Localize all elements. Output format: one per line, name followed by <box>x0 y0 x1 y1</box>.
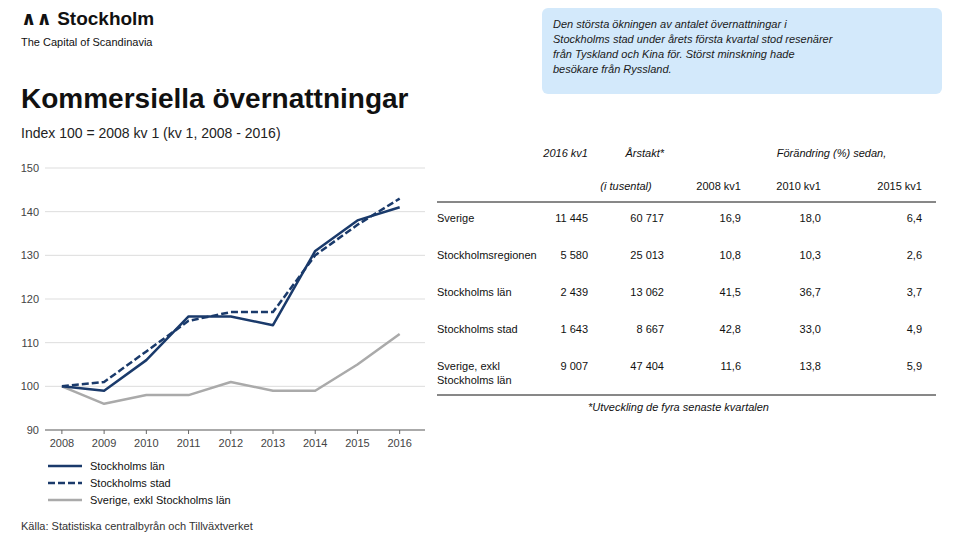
table-row-label: Sverige, exkl Stockholms län <box>437 360 512 386</box>
text-line: besökare från Ryssland. <box>553 63 672 75</box>
legend-label: Stockholms stad <box>90 477 171 489</box>
grid-line <box>45 168 425 169</box>
legend-label: Stockholms län <box>90 460 165 472</box>
legend-swatch <box>48 482 82 485</box>
table-header: Förändring (%) sedan, <box>777 147 886 159</box>
table-cell: 25 013 <box>630 249 664 261</box>
table-cell: 1 643 <box>560 323 588 335</box>
x-tick <box>273 430 274 434</box>
table-rule <box>437 202 936 203</box>
table-row-label: Stockholms län <box>437 286 512 298</box>
table-header: 2016 kv1 <box>542 147 588 159</box>
logo-subtitle: The Capital of Scandinavia <box>21 36 153 48</box>
text-line: från Tyskland och Kina för. Störst minsk… <box>553 48 795 60</box>
table: 2016 kv1 Årstakt* Förändring (%) sedan, (i … <box>437 147 936 413</box>
table-cell: 18,0 <box>800 212 821 224</box>
x-tick-label: 2012 <box>219 437 243 449</box>
y-tick-label: 150 <box>21 162 39 174</box>
table-cell: 47 404 <box>630 360 664 372</box>
x-tick <box>230 430 231 434</box>
table-cell: 9 007 <box>560 360 588 372</box>
table-cell: 6,4 <box>907 212 922 224</box>
table-cell: 3,7 <box>907 286 922 298</box>
table-cell: 11,6 <box>720 360 741 372</box>
table-cell: 8 667 <box>636 323 664 335</box>
title: Kommersiella övernattningar <box>21 83 409 114</box>
grid-line <box>45 430 425 431</box>
x-tick-label: 2009 <box>92 437 116 449</box>
y-tick-label: 140 <box>21 206 39 218</box>
x-tick <box>357 430 358 434</box>
text-line: Stockholms stad under årets första kvart… <box>553 33 834 45</box>
grid-line <box>45 211 425 212</box>
table-subheader: 2015 kv1 <box>877 180 922 192</box>
table-row-label: Stockholmsregionen <box>437 249 537 261</box>
axes: 90 100 110 120 130 140 150 2008 2009 2010 2011 2012… <box>21 162 425 449</box>
legend: Stockholms län Stockholms stad Sverige, ex… <box>48 460 231 506</box>
table-cell: 2 439 <box>560 286 588 298</box>
table-cell: 42,8 <box>720 323 741 335</box>
table-subheader: 2008 kv1 <box>696 180 741 192</box>
table-row-label: Stockholms stad <box>437 323 518 335</box>
text-line: Sverige, exkl <box>437 360 500 372</box>
x-tick-label: 2010 <box>134 437 158 449</box>
y-tick-label: 120 <box>21 293 39 305</box>
x-tick <box>104 430 105 434</box>
table-cell: 11 445 <box>555 212 588 224</box>
table-cell: 33,0 <box>800 323 821 335</box>
table-subheader: (i tusental) <box>600 180 652 192</box>
text-line: Den största ökningen av antalet övernatt… <box>553 18 787 30</box>
y-tick-label: 130 <box>21 249 39 261</box>
x-tick-label: 2015 <box>345 437 369 449</box>
x-tick <box>188 430 189 434</box>
grid-line <box>45 342 425 343</box>
x-tick <box>61 430 62 434</box>
grid-line <box>45 299 425 300</box>
table-header: Årstakt* <box>624 147 664 159</box>
text-line: Stockholms län <box>437 374 512 386</box>
table-cell: 5,9 <box>907 360 922 372</box>
grid-line <box>45 386 425 387</box>
table-cell: 36,7 <box>800 286 821 298</box>
x-axis-line <box>45 430 425 431</box>
callout-text: Den största ökningen av antalet övernatt… <box>553 18 834 75</box>
x-tick-label: 2011 <box>177 437 201 449</box>
table-row-label: Sverige <box>437 212 474 224</box>
y-tick-label: 90 <box>27 424 39 436</box>
table-cell: 16,9 <box>720 212 741 224</box>
x-tick-label: 2008 <box>50 437 74 449</box>
table-cell: 10,3 <box>800 249 821 261</box>
table-cell: 13,8 <box>800 360 821 372</box>
x-tick-label: 2016 <box>387 437 411 449</box>
legend-swatch <box>48 465 82 468</box>
table-rule <box>437 395 936 396</box>
table-subheader: 2010 kv1 <box>776 180 821 192</box>
plot-area <box>62 199 400 404</box>
series-line <box>62 334 400 404</box>
grid-line <box>45 255 425 256</box>
x-tick <box>146 430 147 434</box>
figure: ∧∧ Stockholm The Capital of Scandinavia Ko… <box>0 0 960 539</box>
table-cell: 5 580 <box>560 249 588 261</box>
table-cell: 13 062 <box>630 286 664 298</box>
table-footnote: *Utveckling de fyra senaste kvartalen <box>588 401 769 413</box>
logo: ∧∧ Stockholm <box>21 8 154 29</box>
callout-box <box>542 8 942 94</box>
x-tick <box>315 430 316 434</box>
table-cell: 2,6 <box>907 249 922 261</box>
subtitle: Index 100 = 2008 kv 1 (kv 1, 2008 - 2016… <box>21 125 281 141</box>
table-cell: 41,5 <box>720 286 741 298</box>
table-cell: 60 717 <box>630 212 664 224</box>
x-tick-label: 2014 <box>303 437 327 449</box>
footnote: Källa: Statistiska centralbyrån och Till… <box>21 520 253 532</box>
x-tick <box>399 430 400 434</box>
y-tick-label: 100 <box>21 380 39 392</box>
table-cell: 10,8 <box>720 249 741 261</box>
legend-label: Sverige, exkl Stockholms län <box>90 494 231 506</box>
x-tick-label: 2013 <box>261 437 285 449</box>
table-cell: 4,9 <box>907 323 922 335</box>
series-line <box>62 207 400 390</box>
y-tick-label: 110 <box>21 337 39 349</box>
legend-swatch <box>48 499 82 502</box>
